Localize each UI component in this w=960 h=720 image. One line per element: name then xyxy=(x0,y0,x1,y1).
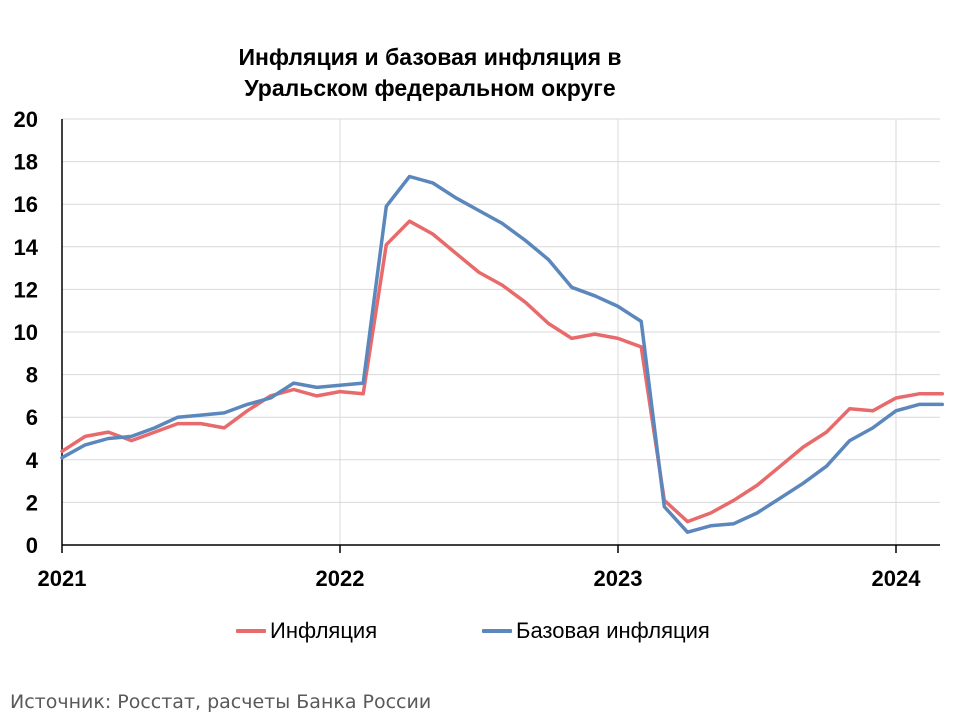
chart-title-line-2: Уральском федеральном округе xyxy=(244,75,616,101)
y-tick-label: 0 xyxy=(26,533,38,558)
series-line-inflation xyxy=(60,219,945,524)
y-tick-label: 12 xyxy=(14,277,38,302)
y-tick-label: 18 xyxy=(14,150,38,175)
y-tick-label: 8 xyxy=(26,363,38,388)
legend: Инфляция Базовая инфляция xyxy=(0,618,960,654)
y-tick-label: 16 xyxy=(14,192,38,217)
legend-item-core-inflation: Базовая инфляция xyxy=(482,618,710,644)
legend-item-inflation: Инфляция xyxy=(236,618,377,644)
source-note: Источник: Росстат, расчеты Банка России xyxy=(10,691,432,713)
x-tick-label: 2021 xyxy=(38,566,87,591)
legend-swatch-core-inflation xyxy=(482,629,512,633)
x-tick-label: 2023 xyxy=(594,566,643,591)
legend-label-inflation: Инфляция xyxy=(270,618,378,643)
series-line-core-inflation xyxy=(60,174,945,534)
y-tick-label: 20 xyxy=(14,107,38,132)
x-tick-label: 2024 xyxy=(872,566,922,591)
y-tick-label: 14 xyxy=(14,235,39,260)
legend-label-core-inflation: Базовая инфляция xyxy=(516,618,710,643)
y-tick-label: 2 xyxy=(26,490,38,515)
y-tick-label: 6 xyxy=(26,405,38,430)
line-chart: 0 2 4 6 8 10 12 14 16 18 20 2021 2022 2023 2024 xyxy=(14,107,945,591)
legend-swatch-inflation xyxy=(236,629,266,633)
x-tick-label: 2022 xyxy=(316,566,365,591)
chart-title: Инфляция и базовая инфляция в Уральском … xyxy=(130,42,730,104)
y-tick-label: 4 xyxy=(26,448,39,473)
chart-title-line-1: Инфляция и базовая инфляция в xyxy=(238,44,622,70)
y-tick-label: 10 xyxy=(14,320,38,345)
